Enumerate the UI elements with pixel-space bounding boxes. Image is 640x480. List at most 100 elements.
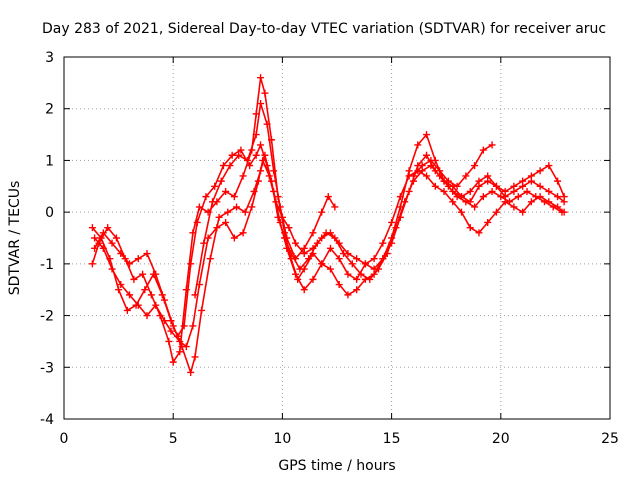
data-point: [427, 156, 435, 164]
x-tick-label: 0: [60, 431, 69, 447]
data-point: [296, 265, 304, 273]
data-point: [250, 187, 258, 195]
data-point: [484, 218, 492, 226]
data-point: [344, 270, 352, 278]
data-point: [549, 203, 557, 211]
data-point: [88, 224, 96, 232]
data-point: [230, 193, 238, 201]
data-point: [488, 187, 496, 195]
data-point: [108, 265, 116, 273]
data-point: [215, 213, 223, 221]
data-point: [353, 255, 361, 263]
data-point: [453, 182, 461, 190]
data-point: [112, 234, 120, 242]
data-point: [169, 358, 177, 366]
data-point: [191, 353, 199, 361]
data-point: [141, 286, 149, 294]
series-line: [412, 144, 493, 188]
data-point: [331, 203, 339, 211]
data-point: [130, 275, 138, 283]
data-point: [222, 218, 230, 226]
data-point: [193, 218, 201, 226]
y-axis-label: SDTVAR / TECUs: [7, 181, 23, 296]
plot-frame: [63, 56, 611, 420]
data-point: [532, 193, 540, 201]
data-point: [206, 255, 214, 263]
data-point: [444, 177, 452, 185]
data-point: [353, 275, 361, 283]
series-trace-4: [91, 151, 566, 376]
data-point: [388, 218, 396, 226]
data-point: [471, 162, 479, 170]
data-point: [263, 120, 271, 128]
data-point: [219, 162, 227, 170]
data-point: [335, 255, 343, 263]
data-point: [340, 250, 348, 258]
data-point: [462, 198, 470, 206]
data-point: [211, 182, 219, 190]
series-trace-2: [88, 141, 568, 340]
data-point: [191, 291, 199, 299]
series-trace-5: [191, 100, 339, 299]
data-point: [117, 250, 125, 258]
x-tick-label: 5: [169, 431, 178, 447]
data-point: [176, 348, 184, 356]
data-point: [143, 250, 151, 258]
series-line: [91, 144, 565, 338]
data-point: [261, 89, 269, 97]
data-point: [274, 213, 282, 221]
series-line: [194, 102, 336, 296]
data-point: [237, 146, 245, 154]
data-point: [248, 203, 256, 211]
data-point: [453, 193, 461, 201]
data-point: [239, 229, 247, 237]
data-point: [139, 270, 147, 278]
data-point: [440, 187, 448, 195]
data-point: [126, 260, 134, 268]
data-point: [257, 167, 265, 175]
y-tick-label: 1: [45, 153, 54, 169]
x-axis-label: GPS time / hours: [278, 458, 395, 474]
data-point: [366, 275, 374, 283]
data-point: [309, 229, 317, 237]
series-trace-3: [91, 151, 568, 351]
data-point: [257, 141, 265, 149]
data-point: [267, 177, 275, 185]
data-point: [344, 291, 352, 299]
data-point: [423, 151, 431, 159]
data-point: [241, 208, 249, 216]
data-point: [492, 208, 500, 216]
x-tick-label: 15: [383, 431, 401, 447]
data-point: [189, 322, 197, 330]
data-point: [187, 260, 195, 268]
data-point: [492, 182, 500, 190]
data-point: [558, 208, 566, 216]
data-point: [313, 239, 321, 247]
data-point: [235, 151, 243, 159]
data-point: [527, 198, 535, 206]
data-point: [545, 187, 553, 195]
data-point: [198, 306, 206, 314]
data-point: [292, 239, 300, 247]
data-point: [466, 224, 474, 232]
data-point: [88, 260, 96, 268]
data-point: [292, 255, 300, 263]
data-point: [462, 172, 470, 180]
axis-ticks: 0 5 10 15 20 25 -4 -3 -2 -1 0 1 2 3: [40, 50, 619, 447]
data-point: [322, 229, 330, 237]
data-point: [252, 131, 260, 139]
y-tick-label: 2: [45, 102, 54, 118]
data-point: [527, 177, 535, 185]
data-point: [126, 291, 134, 299]
data-point: [536, 167, 544, 175]
data-point: [423, 172, 431, 180]
data-point: [554, 193, 562, 201]
data-point: [436, 167, 444, 175]
data-point: [361, 260, 369, 268]
data-point: [115, 286, 123, 294]
series-trace-6: [409, 141, 496, 190]
data-point: [147, 291, 155, 299]
y-tick-label: -4: [40, 412, 54, 428]
data-point: [243, 156, 251, 164]
